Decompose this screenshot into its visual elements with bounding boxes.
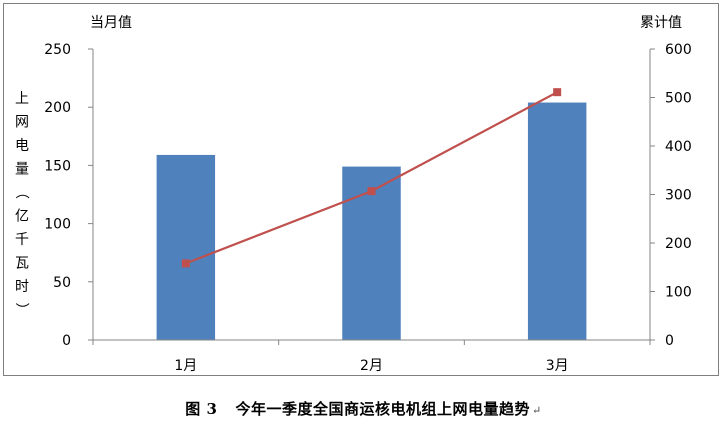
chart: 0 50 100 150 200 250 0 100 200 300 400 500 600 1月 2月… xyxy=(13,15,692,374)
x-axis-labels: 1月 2月 3月 xyxy=(174,358,568,374)
x-tick-label: 2月 xyxy=(360,358,383,374)
caption-text: 今年一季度全国商运核电机组上网电量趋势 xyxy=(235,400,530,418)
bar-monthly-2 xyxy=(342,166,401,340)
left-tick-label: 100 xyxy=(44,217,71,233)
y-label-char: （ xyxy=(13,185,29,199)
y-label-char: 量 xyxy=(15,162,29,178)
cumulative-point-3 xyxy=(553,88,562,97)
right-axis-ticks: 0 100 200 300 400 500 600 xyxy=(650,42,692,349)
bars xyxy=(156,102,587,340)
bar-monthly-3 xyxy=(527,102,587,340)
left-tick-label: 250 xyxy=(44,42,71,58)
y-label-char: 网 xyxy=(15,115,29,131)
left-tick-label: 150 xyxy=(44,158,71,174)
left-tick-label: 0 xyxy=(62,333,71,349)
y-label-char: 千 xyxy=(15,232,29,248)
right-tick-label: 600 xyxy=(665,42,692,58)
cumulative-point-1 xyxy=(181,259,190,268)
right-axis-title: 累计值 xyxy=(640,15,682,31)
y-label-char: 上 xyxy=(15,91,29,107)
right-tick-label: 400 xyxy=(665,139,692,155)
y-label-char: 瓦 xyxy=(15,256,29,272)
left-tick-label: 200 xyxy=(44,100,71,116)
y-label-char: 亿 xyxy=(15,209,29,225)
right-tick-label: 500 xyxy=(665,91,692,107)
right-tick-label: 100 xyxy=(665,285,692,301)
y-label-char: 时 xyxy=(15,279,29,295)
x-tick-label: 3月 xyxy=(546,358,569,374)
right-tick-label: 0 xyxy=(665,333,674,349)
x-tick-label: 1月 xyxy=(174,358,197,374)
return-mark: ↵ xyxy=(531,404,542,417)
bar-monthly-1 xyxy=(156,154,216,340)
cumulative-line-layer xyxy=(181,88,562,268)
right-tick-label: 300 xyxy=(665,188,692,204)
cumulative-point-2 xyxy=(367,187,376,196)
left-axis-title: 当月值 xyxy=(90,15,132,31)
y-label-char: ） xyxy=(13,303,29,317)
figure-caption: 图 3 今年一季度全国商运核电机组上网电量趋势 ↵ xyxy=(0,398,727,419)
figure-number: 图 3 xyxy=(185,400,218,418)
left-tick-label: 50 xyxy=(53,275,71,291)
y-label-char: 电 xyxy=(15,138,29,154)
left-axis-ticks: 0 50 100 150 200 250 xyxy=(44,42,651,349)
right-tick-label: 200 xyxy=(665,236,692,252)
